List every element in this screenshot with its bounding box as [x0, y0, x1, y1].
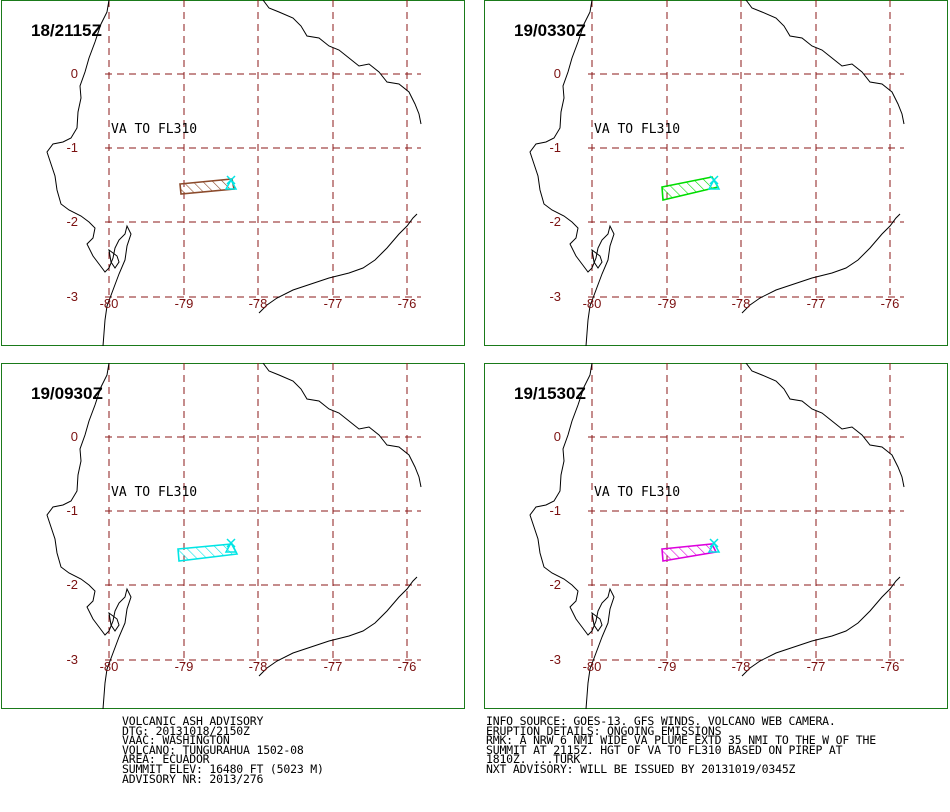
north-border — [262, 363, 422, 488]
longitude-label: -77 — [324, 296, 343, 311]
map-svg: -80 -79 -78 -77 -76 0 -1 -2 -3 19/0330Z VA TO FL31… — [484, 0, 948, 346]
va-height-label: VA TO FL310 — [111, 485, 197, 500]
panel-frame — [484, 0, 948, 346]
volcano-summit-icon — [709, 175, 719, 185]
south-border — [258, 576, 418, 677]
longitude-label: -77 — [807, 296, 826, 311]
longitude-label: -78 — [732, 659, 751, 674]
forecast-panel-3: -80 -79 -78 -77 -76 0 -1 -2 -3 19/0930Z VA TO FL31… — [1, 363, 465, 709]
latitude-label: -1 — [66, 503, 78, 518]
north-border — [262, 0, 422, 125]
latitude-label: 0 — [71, 429, 78, 444]
west-coastline — [529, 363, 615, 709]
gulf-inlet — [108, 248, 120, 269]
map-svg: -80 -79 -78 -77 -76 0 -1 -2 -3 18/2115Z VA TO FL31… — [1, 0, 465, 346]
forecast-panel-1: -80 -79 -78 -77 -76 0 -1 -2 -3 18/2115Z VA TO FL31… — [1, 0, 465, 346]
map-svg: -80 -79 -78 -77 -76 0 -1 -2 -3 19/0930Z VA TO FL31… — [1, 363, 465, 709]
advisory-line: VAAC: WASHINGTON — [122, 733, 230, 748]
gulf-inlet — [591, 248, 603, 269]
advisory-line: SUMMIT AT 2115Z. HGT OF VA TO FL310 BASE… — [486, 742, 843, 757]
longitude-label: -80 — [100, 296, 119, 311]
forecast-time: 18/2115Z — [31, 21, 102, 40]
forecast-time: 19/0330Z — [514, 21, 586, 40]
volcano-summit-icon — [226, 175, 236, 185]
forecast-time: 19/0930Z — [31, 384, 103, 403]
panel-frame — [1, 363, 465, 709]
latitude-label: -3 — [549, 289, 561, 304]
longitude-label: -78 — [732, 296, 751, 311]
advisory-line: AREA: ECUADOR — [122, 752, 210, 767]
west-coastline — [529, 0, 615, 346]
north-border — [745, 0, 905, 125]
advisory-line: NXT ADVISORY: WILL BE ISSUED BY 20131019… — [486, 761, 796, 776]
advisory-line: DTG: 20131018/2150Z — [122, 723, 250, 738]
south-border — [741, 213, 901, 314]
latitude-label: -3 — [549, 652, 561, 667]
volcano-triangle-icon — [224, 541, 238, 553]
latitude-label: 0 — [554, 66, 561, 81]
latitude-label: -1 — [549, 140, 561, 155]
longitude-label: -80 — [583, 659, 602, 674]
panel-frame — [1, 0, 465, 346]
longitude-label: -76 — [398, 659, 417, 674]
west-coastline — [46, 0, 132, 346]
south-border — [258, 213, 418, 314]
gulf-inlet — [108, 611, 120, 632]
longitude-label: -78 — [249, 296, 268, 311]
longitude-label: -80 — [100, 659, 119, 674]
volcano-triangle-icon — [224, 178, 238, 190]
volcano-summit-icon — [709, 538, 719, 548]
volcano-triangle-icon — [707, 178, 721, 190]
ash-plume-area — [177, 543, 239, 562]
volcano-triangle-icon — [707, 541, 721, 553]
advisory-line: INFO SOURCE: GOES-13. GFS WINDS. VOLCANO… — [486, 714, 836, 728]
longitude-label: -78 — [249, 659, 268, 674]
advisory-line: RMK: A NRW 6 NMI WIDE VA PLUME EXTD 35 N… — [486, 733, 876, 748]
advisory-line: VOLCANO: TUNGURAHUA 1502-08 — [122, 742, 304, 757]
longitude-label: -77 — [324, 659, 343, 674]
longitude-label: -79 — [658, 296, 677, 311]
latitude-label: -1 — [549, 503, 561, 518]
va-height-label: VA TO FL310 — [594, 485, 680, 500]
longitude-label: -77 — [807, 659, 826, 674]
latitude-label: -2 — [66, 577, 78, 592]
latitude-label: -1 — [66, 140, 78, 155]
latitude-label: 0 — [71, 66, 78, 81]
latitude-label: -2 — [66, 214, 78, 229]
longitude-label: -80 — [583, 296, 602, 311]
latitude-label: -2 — [549, 577, 561, 592]
advisory-line: SUMMIT ELEV: 16480 FT (5023 M) — [122, 761, 324, 776]
latitude-label: -3 — [66, 289, 78, 304]
west-coastline — [46, 363, 132, 709]
forecast-panel-4: -80 -79 -78 -77 -76 0 -1 -2 -3 19/1530Z VA TO FL31… — [484, 363, 948, 709]
advisory-line: 1810Z. ...TURK — [486, 752, 581, 767]
map-svg: -80 -79 -78 -77 -76 0 -1 -2 -3 19/1530Z VA TO FL31… — [484, 363, 948, 709]
advisory-text-right: INFO SOURCE: GOES-13. GFS WINDS. VOLCANO… — [486, 714, 876, 776]
advisory-line: ADVISORY NR: 2013/276 — [122, 771, 264, 786]
longitude-label: -76 — [398, 296, 417, 311]
advisory-line: ERUPTION DETAILS: ONGOING EMISSIONS — [486, 723, 722, 738]
latitude-label: -3 — [66, 652, 78, 667]
panel-frame — [484, 363, 948, 709]
gulf-inlet — [591, 611, 603, 632]
advisory-text-left: VOLCANIC ASH ADVISORY DTG: 20131018/2150Z… — [122, 714, 324, 786]
forecast-panel-2: -80 -79 -78 -77 -76 0 -1 -2 -3 19/0330Z VA TO FL31… — [484, 0, 948, 346]
volcano-summit-icon — [226, 538, 236, 548]
va-height-label: VA TO FL310 — [111, 122, 197, 137]
latitude-label: -2 — [549, 214, 561, 229]
south-border — [741, 576, 901, 677]
north-border — [745, 363, 905, 488]
longitude-label: -79 — [175, 296, 194, 311]
advisory-line: VOLCANIC ASH ADVISORY — [122, 714, 264, 728]
va-height-label: VA TO FL310 — [594, 122, 680, 137]
longitude-label: -76 — [881, 659, 900, 674]
forecast-time: 19/1530Z — [514, 384, 586, 403]
longitude-label: -76 — [881, 296, 900, 311]
longitude-label: -79 — [175, 659, 194, 674]
latitude-label: 0 — [554, 429, 561, 444]
longitude-label: -79 — [658, 659, 677, 674]
